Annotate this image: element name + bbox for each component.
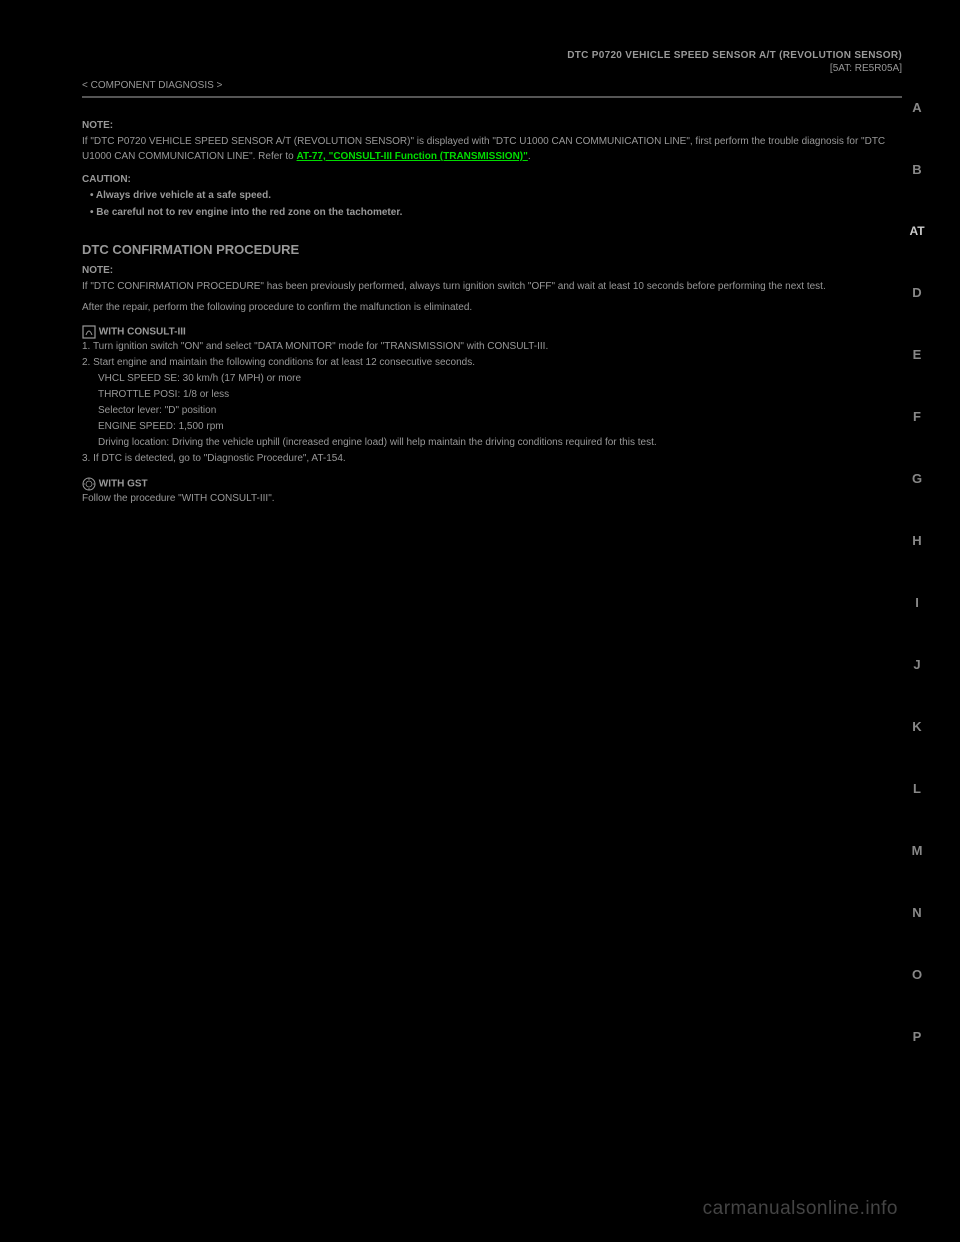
with-gst-label: WITH GST	[99, 479, 148, 490]
confirmation-note-label: NOTE:	[82, 265, 902, 276]
cond-4: ENGINE SPEED: 1,500 rpm	[82, 419, 902, 435]
nav-a[interactable]: A	[906, 100, 928, 115]
page-subtitle: [5AT: RE5R05A]	[82, 63, 902, 74]
page-container: A B AT D E F G H I J K L M N O P DTC P07…	[0, 0, 960, 1242]
with-consult-block: WITH CONSULT-III 1. Turn ignition switch…	[82, 325, 902, 467]
with-gst-heading: WITH GST	[82, 477, 902, 491]
context-label: < COMPONENT DIAGNOSIS >	[82, 78, 902, 93]
nav-k[interactable]: K	[906, 719, 928, 734]
cond-5: Driving location: Driving the vehicle up…	[82, 435, 902, 451]
nav-b[interactable]: B	[906, 162, 928, 177]
gst-icon	[82, 477, 96, 491]
nav-m[interactable]: M	[906, 843, 928, 858]
gst-line-1: Follow the procedure "WITH CONSULT-III".	[82, 491, 902, 507]
nav-d[interactable]: D	[906, 285, 928, 300]
nav-l[interactable]: L	[906, 781, 928, 796]
nav-n[interactable]: N	[906, 905, 928, 920]
reference-link[interactable]: AT-77, "CONSULT-III Function (TRANSMISSI…	[297, 151, 528, 162]
cond-2: THROTTLE POSI: 1/8 or less	[82, 387, 902, 403]
step-1: 1. Turn ignition switch "ON" and select …	[82, 339, 902, 355]
note-text: If "DTC P0720 VEHICLE SPEED SENSOR A/T (…	[82, 134, 902, 164]
caution-bullet-2: • Be careful not to rev engine into the …	[82, 205, 902, 220]
nav-p[interactable]: P	[906, 1029, 928, 1044]
cond-3: Selector lever: "D" position	[82, 403, 902, 419]
note-label: NOTE:	[82, 120, 902, 131]
confirmation-note-text: If "DTC CONFIRMATION PROCEDURE" has been…	[82, 279, 902, 294]
nav-j[interactable]: J	[906, 657, 928, 672]
main-content: DTC P0720 VEHICLE SPEED SENSOR A/T (REVO…	[82, 50, 902, 507]
nav-at[interactable]: AT	[906, 224, 928, 238]
step-2: 2. Start engine and maintain the followi…	[82, 355, 902, 371]
side-navigation: A B AT D E F G H I J K L M N O P	[906, 100, 928, 1091]
with-gst-block: WITH GST Follow the procedure "WITH CONS…	[82, 477, 902, 507]
cond-1: VHCL SPEED SE: 30 km/h (17 MPH) or more	[82, 371, 902, 387]
nav-h[interactable]: H	[906, 533, 928, 548]
nav-i[interactable]: I	[906, 595, 928, 610]
step-3: 3. If DTC is detected, go to "Diagnostic…	[82, 451, 902, 467]
dtc-confirmation-title: DTC CONFIRMATION PROCEDURE	[82, 242, 902, 257]
consult-icon	[82, 325, 96, 339]
note-line-2: .	[528, 151, 531, 162]
divider	[82, 96, 902, 98]
nav-g[interactable]: G	[906, 471, 928, 486]
nav-o[interactable]: O	[906, 967, 928, 982]
nav-f[interactable]: F	[906, 409, 928, 424]
page-title: DTC P0720 VEHICLE SPEED SENSOR A/T (REVO…	[82, 50, 902, 61]
caution-bullet-1: • Always drive vehicle at a safe speed.	[82, 188, 902, 203]
caution-label: CAUTION:	[82, 174, 902, 185]
nav-e[interactable]: E	[906, 347, 928, 362]
watermark: carmanualsonline.info	[703, 1198, 898, 1220]
after-repair-text: After the repair, perform the following …	[82, 300, 902, 315]
with-consult-heading: WITH CONSULT-III	[82, 325, 902, 339]
with-consult-label: WITH CONSULT-III	[99, 327, 186, 338]
